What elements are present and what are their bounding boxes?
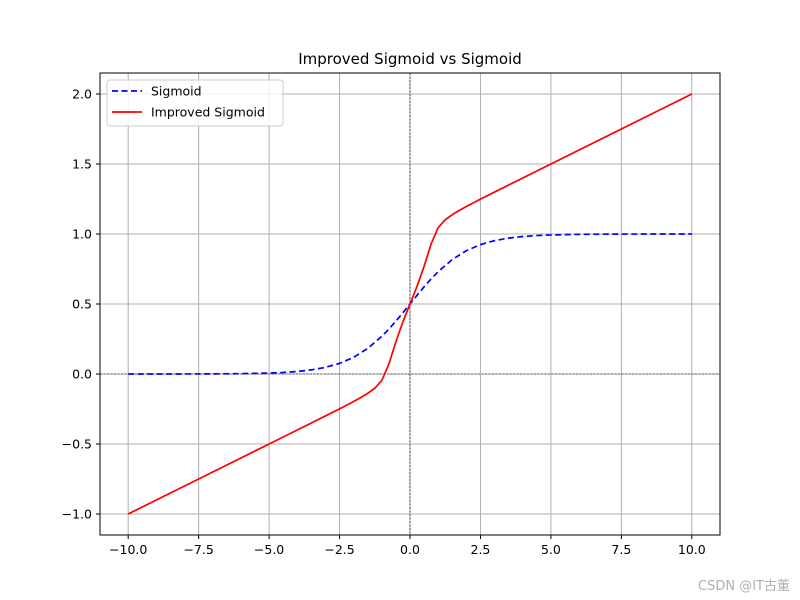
x-tick-label: −2.5 — [324, 542, 354, 557]
y-tick-label: 1.5 — [72, 157, 92, 172]
x-tick-label: −7.5 — [183, 542, 213, 557]
chart-title: Improved Sigmoid vs Sigmoid — [298, 50, 522, 68]
y-axis: −1.0 −0.5 0.0 0.5 1.0 1.5 2.0 — [62, 87, 100, 522]
x-tick-label: 5.0 — [541, 542, 561, 557]
y-tick-label: 2.0 — [72, 87, 92, 102]
y-tick-label: 0.5 — [72, 297, 92, 312]
y-tick-label: −1.0 — [62, 507, 92, 522]
x-tick-label: 7.5 — [611, 542, 631, 557]
y-tick-label: −0.5 — [62, 437, 92, 452]
x-tick-label: 10.0 — [678, 542, 706, 557]
legend-label: Sigmoid — [151, 84, 202, 99]
series-line-1 — [127, 93, 693, 515]
legend-box — [106, 79, 284, 127]
y-tick-label: 1.0 — [72, 227, 92, 242]
x-tick-label: 2.5 — [471, 542, 491, 557]
x-tick-label: 0.0 — [400, 542, 420, 557]
y-tick-label: 0.0 — [72, 367, 92, 382]
x-tick-label: −10.0 — [109, 542, 147, 557]
watermark: CSDN @IT古董 — [698, 579, 790, 594]
x-axis: −10.0 −7.5 −5.0 −2.5 0.0 2.5 5.0 7.5 10.0 — [109, 535, 706, 557]
series-lines — [127, 93, 693, 515]
legend-label: Improved Sigmoid — [151, 105, 265, 120]
x-tick-label: −5.0 — [254, 542, 284, 557]
legend: Sigmoid Improved Sigmoid — [106, 79, 284, 127]
